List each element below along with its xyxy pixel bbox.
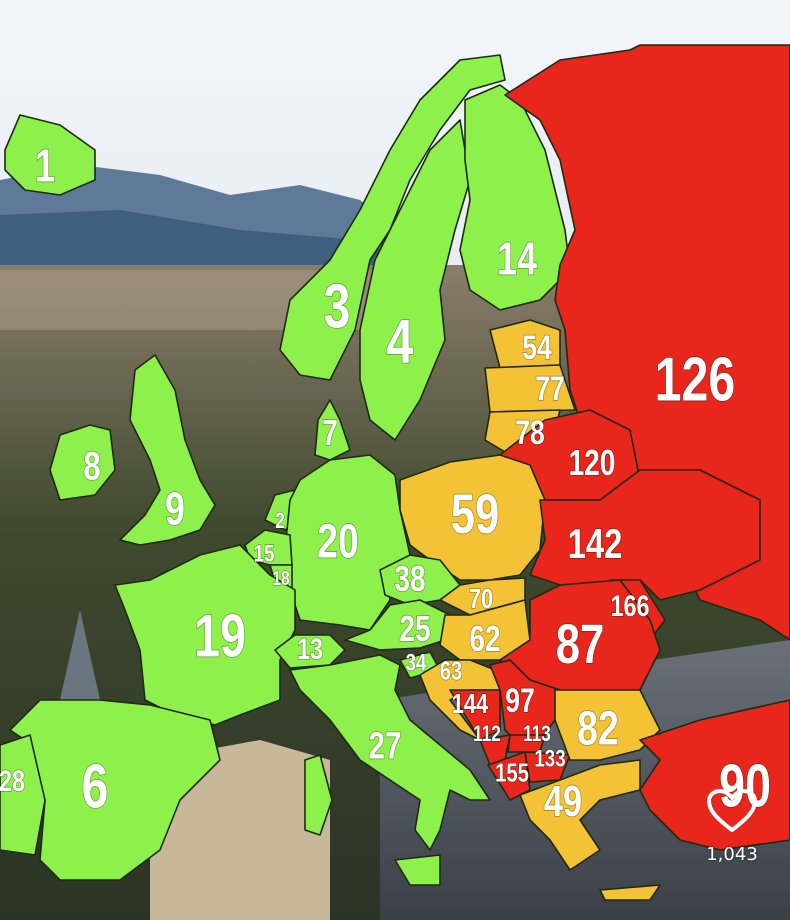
country-value-label: 70 (469, 584, 493, 615)
island-region (394, 854, 441, 886)
country-value-label: 7 (322, 413, 338, 453)
country-value-label: 13 (297, 632, 323, 665)
country-value-label: 27 (369, 725, 402, 767)
country-value-label: 90 (719, 753, 771, 820)
country-value-label: 142 (568, 520, 623, 567)
country-value-label: 2 (275, 509, 285, 534)
country-value-label: 34 (406, 649, 427, 676)
country-value-label: 144 (452, 689, 488, 720)
country-region (0, 734, 46, 856)
country-value-label: 62 (469, 619, 500, 659)
country-value-label: 54 (522, 329, 552, 367)
country-value-label: 25 (399, 609, 430, 649)
country-region (289, 654, 491, 851)
country-value-label: 120 (569, 443, 616, 483)
country-region (554, 689, 661, 761)
like-count: 1,043 (706, 844, 758, 865)
heart-icon (707, 789, 757, 832)
country-value-label: 6 (82, 752, 109, 821)
country-value-label: 14 (497, 233, 537, 284)
country-value-label: 133 (534, 745, 565, 772)
country-value-label: 8 (83, 444, 100, 489)
country-value-label: 49 (544, 777, 582, 826)
country-value-label: 19 (194, 603, 246, 670)
country-value-label: 87 (556, 613, 605, 675)
country-region (4, 114, 96, 196)
country-region (359, 119, 471, 441)
country-value-label: 63 (440, 656, 463, 685)
country-value-label: 77 (535, 370, 565, 408)
country-value-label: 82 (577, 702, 619, 756)
country-region (489, 319, 561, 369)
country-region (399, 454, 546, 581)
country-value-label: 4 (387, 307, 414, 376)
country-region (279, 54, 506, 381)
country-value-label: 155 (495, 758, 529, 787)
country-region (529, 469, 761, 601)
country-value-label: 1 (35, 140, 55, 191)
country-region (49, 424, 116, 501)
country-region (507, 734, 546, 753)
country-value-label: 113 (523, 722, 551, 747)
country-region (119, 354, 216, 546)
country-region (449, 689, 501, 741)
country-value-label: 97 (505, 682, 535, 720)
country-value-label: 59 (451, 483, 500, 545)
country-region (519, 759, 641, 871)
country-value-label: 38 (394, 559, 425, 599)
country-region (489, 659, 561, 746)
country-region (114, 544, 296, 726)
country-region (274, 634, 346, 669)
country-value-label: 126 (655, 345, 736, 414)
country-value-label: 112 (473, 722, 501, 747)
island-region (599, 884, 661, 901)
like-button[interactable]: 1,043 (700, 788, 764, 865)
country-value-label: 3 (324, 272, 351, 341)
country-value-label: 166 (610, 589, 649, 622)
country-value-label: 78 (515, 414, 545, 452)
country-value-label: 28 (0, 764, 25, 797)
island-region (304, 754, 333, 836)
country-region (487, 751, 531, 801)
country-value-label: 20 (317, 515, 359, 569)
country-value-label: 15 (254, 540, 275, 567)
country-value-label: 9 (165, 483, 185, 534)
country-region (484, 364, 576, 413)
country-region (9, 699, 221, 881)
country-value-label: 18 (272, 567, 289, 589)
